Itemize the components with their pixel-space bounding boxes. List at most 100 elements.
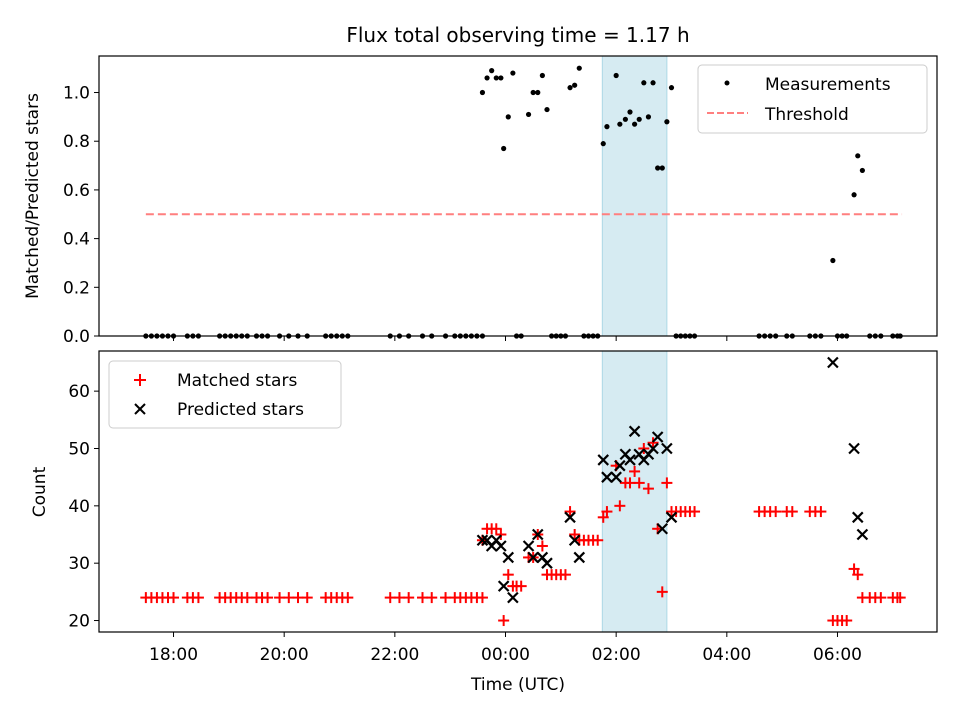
- measurement-point: [539, 72, 545, 79]
- matched-star-point: [786, 506, 798, 518]
- predicted-star-point: [610, 471, 622, 483]
- matched-star-point: [168, 592, 180, 604]
- matched-star-point: [656, 586, 668, 598]
- matched-star-point: [292, 592, 304, 604]
- predicted-star-point: [502, 551, 515, 564]
- measurement-point: [622, 116, 628, 122]
- legend-measurements-label: Measurements: [765, 75, 891, 95]
- measurement-point: [501, 145, 507, 152]
- matched-star-point: [426, 592, 438, 604]
- predicted-star-point: [827, 356, 839, 369]
- plot-frame: [98, 55, 938, 337]
- matched-star-point: [815, 506, 827, 518]
- matched-star-point: [614, 500, 626, 512]
- matched-star-point: [440, 592, 452, 604]
- x-axis-label: Time (UTC): [470, 675, 565, 695]
- predicted-star-point: [651, 431, 664, 443]
- y-tick-label: 20: [68, 612, 90, 632]
- matched-stars-series: [140, 437, 906, 627]
- predicted-star-point: [647, 442, 659, 455]
- x-tick-label: 22:00: [370, 645, 419, 665]
- measurement-point: [493, 75, 499, 81]
- measurement-point: [830, 257, 836, 264]
- x-tick-label: 00:00: [481, 645, 530, 665]
- predicted-star-point: [507, 591, 519, 604]
- matched-star-point: [564, 506, 576, 518]
- matched-star-point: [633, 477, 645, 489]
- chart-title: Flux total observing time = 1.17 h: [346, 23, 689, 47]
- matched-star-point: [592, 534, 604, 546]
- plot-frame: [98, 350, 938, 633]
- legend: Measurements Threshold: [697, 64, 928, 134]
- matched-star-point: [274, 592, 286, 604]
- measurement-point: [535, 89, 541, 96]
- x-axis-ticks: [173, 336, 838, 341]
- measurement-point: [617, 121, 623, 127]
- measurement-point: [525, 111, 532, 118]
- measurement-point: [576, 65, 582, 71]
- predicted-star-point: [614, 459, 626, 472]
- legend-frame: [108, 360, 342, 429]
- matched-star-point: [342, 592, 354, 604]
- matched-star-point: [476, 592, 488, 604]
- measurement-point: [664, 119, 670, 125]
- predicted-star-point: [851, 511, 864, 524]
- y-tick-label: 0.6: [63, 181, 90, 201]
- measurement-point: [489, 68, 495, 74]
- highlight-span-rect: [601, 350, 668, 633]
- matched-star-point: [841, 615, 853, 627]
- legend: Matched stars Predicted stars: [108, 360, 342, 429]
- measurement-point: [544, 106, 550, 113]
- y-tick-label: 0.8: [63, 132, 90, 152]
- matched-star-point: [661, 477, 673, 489]
- predicted-star-point: [624, 454, 636, 466]
- matched-star-point: [569, 529, 581, 541]
- highlight-span-rect: [601, 55, 668, 337]
- y-axis-label: Matched/Predicted stars: [23, 93, 43, 299]
- measurement-point: [859, 167, 865, 174]
- matched-star-point: [384, 592, 396, 604]
- matched-star-point: [301, 592, 313, 604]
- matched-star-point: [689, 506, 701, 518]
- matched-star-point: [848, 563, 860, 575]
- matched-star-point: [495, 529, 507, 541]
- predicted-star-point: [541, 557, 553, 569]
- predicted-star-point: [476, 534, 489, 547]
- y-axis-ticks: 0.0 0.2 0.4 0.6 0.8 1.0: [63, 84, 99, 347]
- legend-predicted-label: Predicted stars: [177, 400, 304, 420]
- measurement-point: [851, 192, 857, 198]
- legend-threshold-label: Threshold: [764, 105, 849, 125]
- matched-star-point: [629, 465, 641, 477]
- matched-star-point: [894, 592, 906, 604]
- y-axis-label: Count: [30, 466, 50, 517]
- measurement-point: [632, 121, 638, 127]
- measurement-point: [600, 141, 606, 147]
- predicted-star-point: [665, 511, 678, 524]
- predicted-star-point: [527, 551, 539, 564]
- legend-frame: [697, 64, 928, 134]
- x-tick-label: 06:00: [813, 645, 862, 665]
- matched-star-point: [502, 569, 514, 581]
- measurement-point: [655, 165, 661, 171]
- legend-measurements-marker: [724, 80, 730, 86]
- measurement-point: [604, 124, 610, 130]
- y-tick-label: 50: [68, 439, 90, 459]
- measurement-point: [650, 80, 656, 86]
- predicted-star-point: [564, 511, 576, 524]
- predicted-star-point: [856, 528, 869, 541]
- predicted-star-point: [522, 540, 535, 552]
- predicted-star-point: [495, 540, 507, 552]
- matched-star-point: [536, 540, 548, 552]
- measurement-point: [567, 85, 573, 91]
- predicted-star-point: [848, 442, 860, 455]
- matched-star-point: [875, 592, 887, 604]
- measurement-point: [627, 109, 633, 115]
- x-tick-label: 02:00: [592, 645, 641, 665]
- matched-star-point: [192, 592, 204, 604]
- measurement-point: [505, 114, 511, 120]
- predicted-star-point: [656, 522, 669, 535]
- x-tick-label: 18:00: [149, 645, 198, 665]
- measurement-point: [484, 75, 490, 81]
- x-tick-label: 20:00: [260, 645, 309, 665]
- y-axis-ticks: 20 30 40 50 60: [68, 382, 99, 632]
